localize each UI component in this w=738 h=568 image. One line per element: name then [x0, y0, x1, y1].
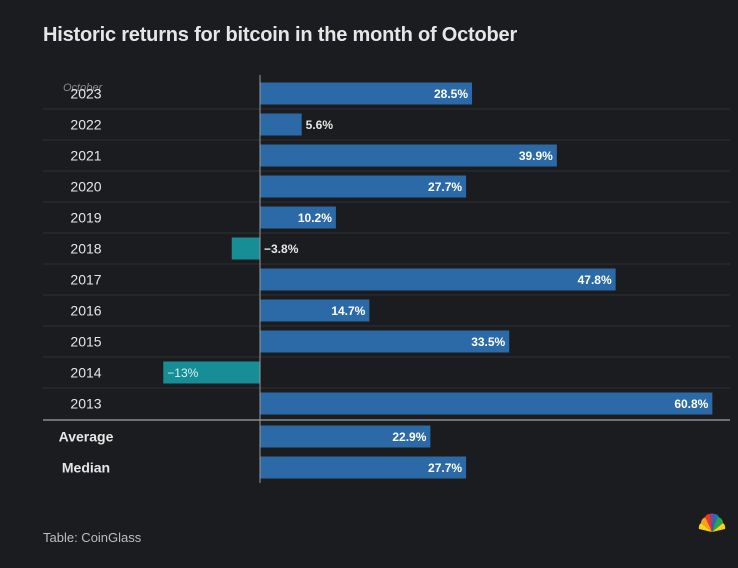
year-label: 2023 — [70, 86, 101, 102]
data-label: −3.8% — [264, 242, 299, 256]
data-label: 28.5% — [434, 87, 468, 101]
data-label: 33.5% — [471, 335, 505, 349]
bar — [163, 361, 260, 384]
bar — [231, 237, 260, 260]
bar — [260, 456, 467, 479]
data-label: 5.6% — [306, 118, 334, 132]
summary-label: Median — [62, 460, 110, 476]
bar — [260, 392, 713, 415]
chart-title: Historic returns for bitcoin in the mont… — [43, 24, 518, 46]
data-label: 39.9% — [519, 149, 553, 163]
bar — [260, 425, 431, 448]
data-label: 47.8% — [578, 273, 612, 287]
bar — [260, 268, 616, 291]
year-label: 2013 — [70, 396, 101, 412]
year-label: 2019 — [70, 210, 101, 226]
bar — [260, 330, 510, 353]
bar — [260, 113, 302, 136]
bar — [260, 206, 336, 229]
data-label: 10.2% — [298, 211, 332, 225]
bar — [260, 175, 467, 198]
bar — [260, 299, 370, 322]
year-label: 2016 — [70, 303, 101, 319]
year-label: 2020 — [70, 179, 101, 195]
year-label: 2017 — [70, 272, 101, 288]
source-note: Table: CoinGlass — [43, 530, 142, 545]
year-label: 2018 — [70, 241, 101, 257]
data-label: 27.7% — [428, 180, 462, 194]
data-label: 60.8% — [674, 397, 708, 411]
year-label: 2022 — [70, 117, 101, 133]
year-label: 2015 — [70, 334, 101, 350]
bar — [260, 82, 473, 105]
data-label: 14.7% — [331, 304, 365, 318]
data-label: 22.9% — [392, 430, 426, 444]
year-label: 2021 — [70, 148, 101, 164]
row-header: October — [63, 82, 103, 94]
data-label: 27.7% — [428, 461, 462, 475]
nbc-peacock-icon — [697, 512, 727, 539]
summary-label: Average — [59, 429, 114, 445]
bar — [260, 144, 557, 167]
year-label: 2014 — [70, 365, 101, 381]
data-label: −13% — [167, 366, 198, 380]
